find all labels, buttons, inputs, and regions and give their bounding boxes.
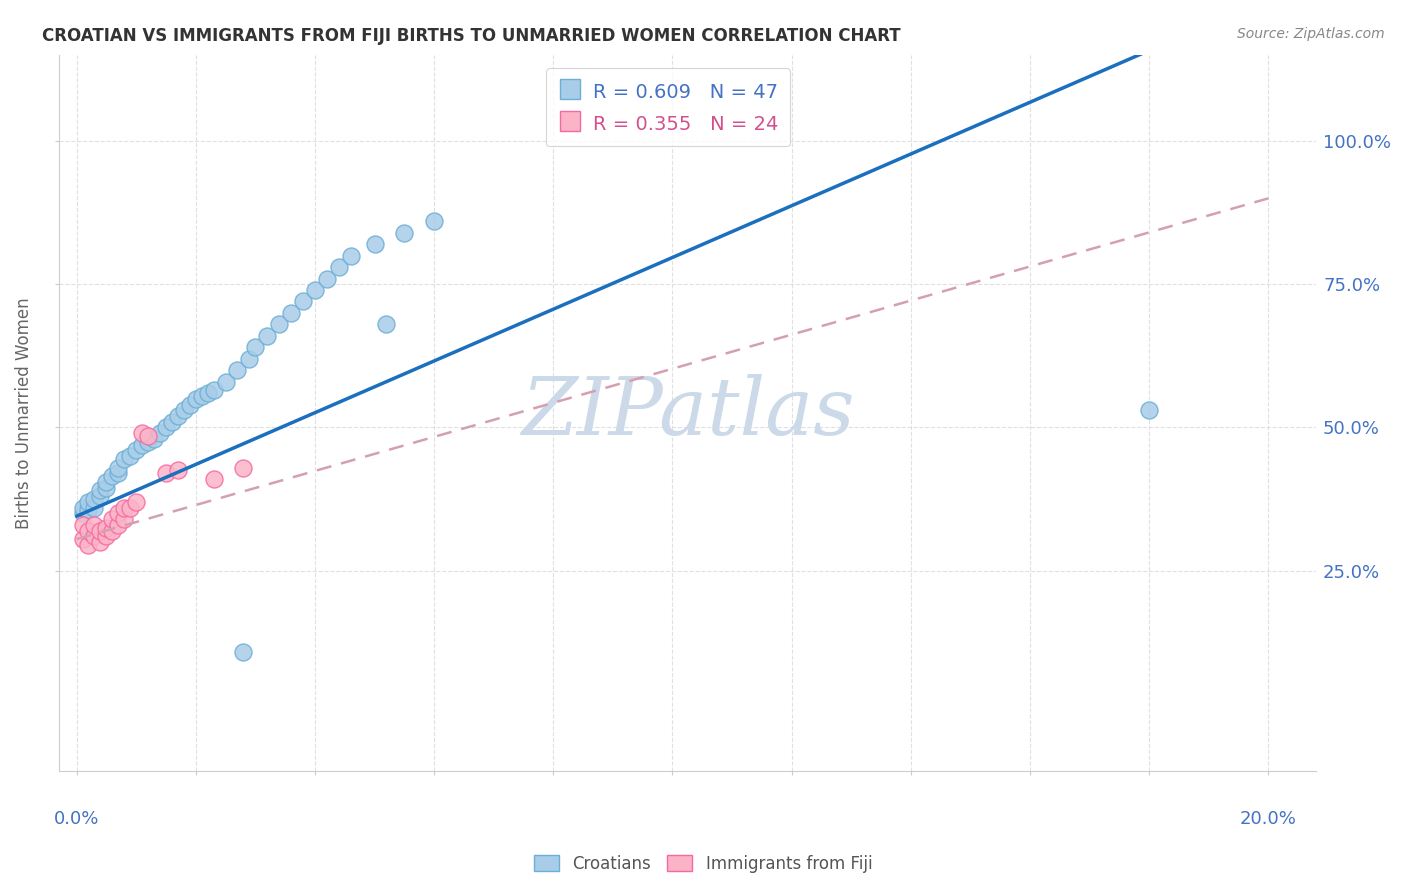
Point	[363, 237, 385, 252]
Point	[72, 506, 94, 520]
Point	[107, 460, 129, 475]
Point	[77, 503, 100, 517]
Point	[136, 429, 159, 443]
Point	[112, 512, 135, 526]
Point	[83, 529, 105, 543]
Point	[375, 318, 398, 332]
Point	[143, 432, 166, 446]
Point	[107, 517, 129, 532]
Point	[339, 249, 361, 263]
Point	[155, 467, 177, 481]
Point	[101, 524, 124, 538]
Point	[96, 521, 118, 535]
Point	[232, 645, 254, 659]
Legend: Croatians, Immigrants from Fiji: Croatians, Immigrants from Fiji	[527, 848, 879, 880]
Text: CROATIAN VS IMMIGRANTS FROM FIJI BIRTHS TO UNMARRIED WOMEN CORRELATION CHART: CROATIAN VS IMMIGRANTS FROM FIJI BIRTHS …	[42, 27, 901, 45]
Point	[77, 538, 100, 552]
Point	[77, 495, 100, 509]
Text: Source: ZipAtlas.com: Source: ZipAtlas.com	[1237, 27, 1385, 41]
Point	[184, 392, 207, 406]
Point	[107, 467, 129, 481]
Point	[423, 214, 446, 228]
Point	[292, 294, 315, 309]
Point	[269, 318, 291, 332]
Point	[202, 472, 225, 486]
Point	[107, 506, 129, 520]
Legend: R = 0.609   N = 47, R = 0.355   N = 24: R = 0.609 N = 47, R = 0.355 N = 24	[546, 69, 790, 146]
Point	[214, 375, 236, 389]
Point	[394, 226, 416, 240]
Point	[131, 426, 153, 441]
Point	[89, 535, 111, 549]
Point	[315, 271, 337, 285]
Point	[304, 283, 326, 297]
Point	[173, 403, 195, 417]
Point	[245, 340, 267, 354]
Point	[1137, 403, 1160, 417]
Point	[232, 460, 254, 475]
Point	[136, 434, 159, 449]
Point	[197, 386, 219, 401]
Point	[167, 463, 190, 477]
Point	[190, 389, 212, 403]
Point	[83, 517, 105, 532]
Point	[96, 529, 118, 543]
Point	[328, 260, 350, 274]
Point	[155, 420, 177, 434]
Point	[125, 495, 148, 509]
Point	[77, 524, 100, 538]
Point	[120, 449, 142, 463]
Point	[226, 363, 249, 377]
Point	[96, 481, 118, 495]
Text: ZIPatlas: ZIPatlas	[520, 375, 853, 452]
Point	[89, 524, 111, 538]
Text: 20.0%: 20.0%	[1240, 810, 1296, 828]
Point	[202, 383, 225, 397]
Point	[112, 451, 135, 466]
Point	[83, 491, 105, 506]
Point	[167, 409, 190, 423]
Point	[101, 469, 124, 483]
Point	[256, 328, 278, 343]
Y-axis label: Births to Unmarried Women: Births to Unmarried Women	[15, 297, 32, 529]
Point	[112, 500, 135, 515]
Point	[131, 437, 153, 451]
Point	[96, 475, 118, 489]
Point	[83, 500, 105, 515]
Point	[125, 443, 148, 458]
Point	[280, 306, 302, 320]
Point	[120, 500, 142, 515]
Point	[72, 517, 94, 532]
Point	[179, 397, 201, 411]
Text: 0.0%: 0.0%	[53, 810, 100, 828]
Point	[238, 351, 260, 366]
Point	[101, 512, 124, 526]
Point	[149, 426, 172, 441]
Point	[72, 532, 94, 546]
Point	[89, 489, 111, 503]
Point	[89, 483, 111, 498]
Point	[160, 415, 183, 429]
Point	[72, 500, 94, 515]
